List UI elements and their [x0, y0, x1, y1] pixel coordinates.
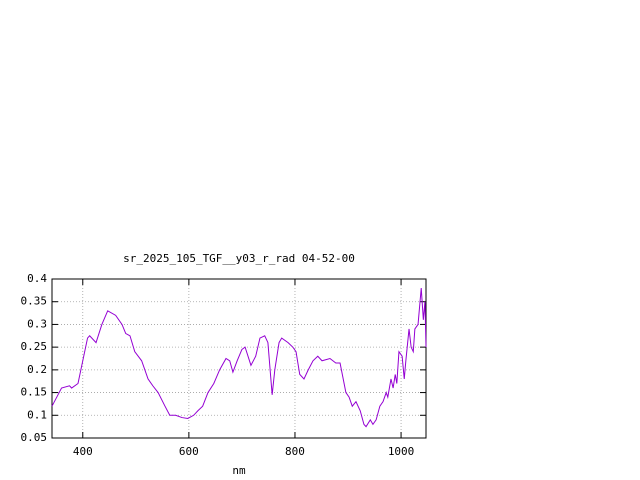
x-tick-label: 400 — [73, 445, 93, 458]
x-tick-label: 600 — [179, 445, 199, 458]
y-tick-label: 0.35 — [21, 295, 48, 308]
y-tick-label: 0.15 — [21, 386, 48, 399]
chart-title: sr_2025_105_TGF__y03_r_rad 04-52-00 — [123, 252, 355, 265]
y-tick-label: 0.2 — [27, 363, 47, 376]
y-tick-label: 0.25 — [21, 340, 48, 353]
x-axis-label: nm — [232, 464, 246, 477]
y-tick-label: 0.05 — [21, 431, 48, 444]
y-tick-label: 0.3 — [27, 317, 47, 330]
data-line — [51, 288, 427, 428]
plot-frame — [51, 278, 427, 439]
x-tick-label: 1000 — [388, 445, 415, 458]
y-tick-label: 0.1 — [27, 408, 47, 421]
y-tick-label: 0.4 — [27, 272, 47, 285]
x-tick-label: 800 — [285, 445, 305, 458]
